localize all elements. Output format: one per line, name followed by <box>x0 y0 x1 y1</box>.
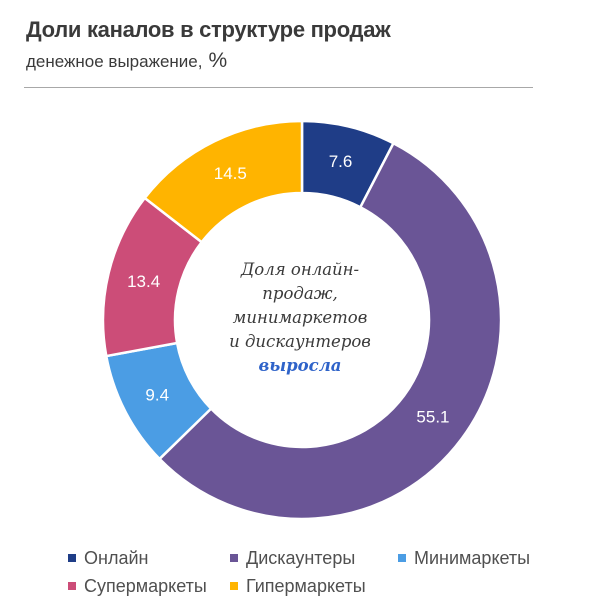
legend-label-online: Онлайн <box>84 547 149 568</box>
legend-item-discounters[interactable]: Дискаунтеры <box>230 548 398 569</box>
slice-discounters[interactable] <box>158 142 503 521</box>
title-divider <box>24 87 533 88</box>
legend-label-minimarkets: Минимаркеты <box>414 547 531 568</box>
legend-swatch-supermarkets <box>68 582 76 590</box>
data-label-hypermarkets: 14.5 <box>214 164 247 183</box>
unit-label: % <box>208 49 228 72</box>
center-note-emphasis: выросла <box>258 356 342 375</box>
data-label-minimarkets: 9.4 <box>145 385 169 404</box>
legend-swatch-hypermarkets <box>230 582 238 590</box>
center-note-line-1: Доля онлайн- <box>240 260 360 279</box>
legend-label-supermarkets: Супермаркеты <box>84 575 207 596</box>
data-label-discounters: 55.1 <box>416 408 449 427</box>
chart-subtitle: денежное выражение,% <box>26 49 227 73</box>
legend-row-1: Онлайн Дискаунтеры Минимаркеты <box>68 544 598 572</box>
center-note-line-3: минимаркетов <box>232 308 368 327</box>
center-note-line-2: продаж, <box>262 284 338 303</box>
center-note-line-4: и дискаунтеров <box>229 332 371 351</box>
chart-legend: Онлайн Дискаунтеры Минимаркеты Супермарк… <box>68 544 598 600</box>
slice-hypermarkets[interactable] <box>143 119 304 244</box>
legend-swatch-online <box>68 554 76 562</box>
legend-item-supermarkets[interactable]: Супермаркеты <box>68 576 230 597</box>
donut-chart: 7.6 55.1 9.4 13.4 14.5 <box>101 119 503 521</box>
legend-swatch-discounters <box>230 554 238 562</box>
legend-item-online[interactable]: Онлайн <box>68 548 230 569</box>
center-annotation: Доля онлайн- продаж, минимаркетов и диск… <box>200 258 400 378</box>
legend-label-hypermarkets: Гипермаркеты <box>246 575 366 596</box>
legend-swatch-minimarkets <box>398 554 406 562</box>
data-label-supermarkets: 13.4 <box>127 272 160 291</box>
legend-label-discounters: Дискаунтеры <box>246 547 356 568</box>
chart-title: Доли каналов в структуре продаж <box>26 17 391 42</box>
subtitle-text: денежное выражение, <box>26 52 203 71</box>
legend-row-2: Супермаркеты Гипермаркеты <box>68 572 598 600</box>
data-label-online: 7.6 <box>329 152 353 171</box>
legend-item-hypermarkets[interactable]: Гипермаркеты <box>230 576 410 597</box>
legend-item-minimarkets[interactable]: Минимаркеты <box>398 548 578 569</box>
